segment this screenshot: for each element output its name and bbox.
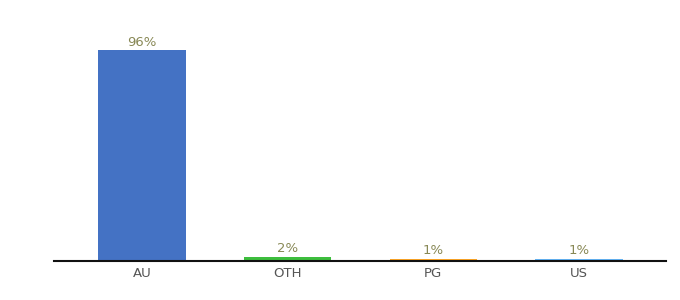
Text: 2%: 2%	[277, 242, 298, 255]
Bar	[244, 256, 331, 261]
Bar	[390, 259, 477, 261]
Bar	[535, 259, 623, 261]
Text: 96%: 96%	[127, 36, 156, 49]
Bar	[98, 50, 186, 261]
Text: 1%: 1%	[423, 244, 444, 257]
Text: 1%: 1%	[568, 244, 590, 257]
